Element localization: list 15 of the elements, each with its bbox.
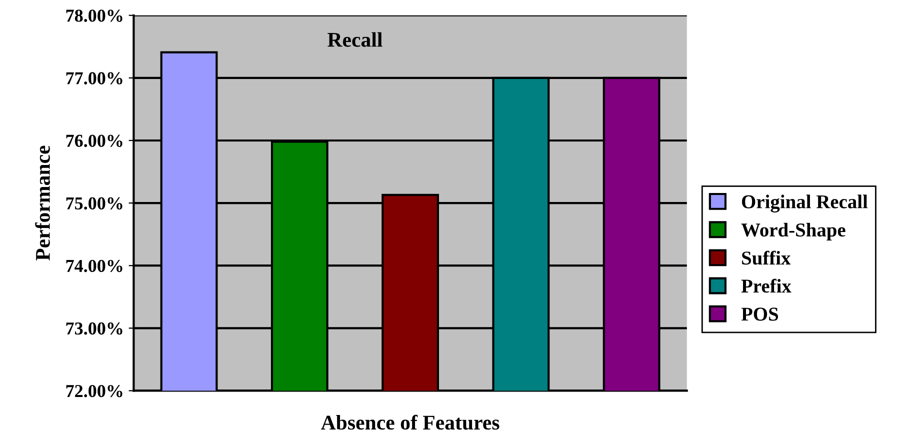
- legend-label: Suffix: [742, 250, 791, 265]
- y-tick-label: 73.00%: [66, 322, 122, 335]
- legend-label: Prefix: [741, 278, 792, 293]
- y-axis-title: Performance: [35, 146, 50, 261]
- x-axis-title: Absence of Features: [321, 414, 500, 430]
- legend-label: Original Recall: [742, 194, 868, 212]
- legend-label: POS: [741, 308, 778, 321]
- y-tick-label: 76.00%: [66, 134, 122, 147]
- legend-label: Word-Shape: [741, 222, 846, 241]
- y-tick-label: 78.00%: [66, 10, 122, 22]
- y-tick-label: 74.00%: [66, 260, 122, 272]
- y-tick-label: 77.00%: [66, 72, 122, 84]
- text: Recall: [328, 32, 382, 47]
- y-tick-label: 72.00%: [66, 384, 122, 398]
- y-tick-label: 75.00%: [66, 197, 122, 210]
